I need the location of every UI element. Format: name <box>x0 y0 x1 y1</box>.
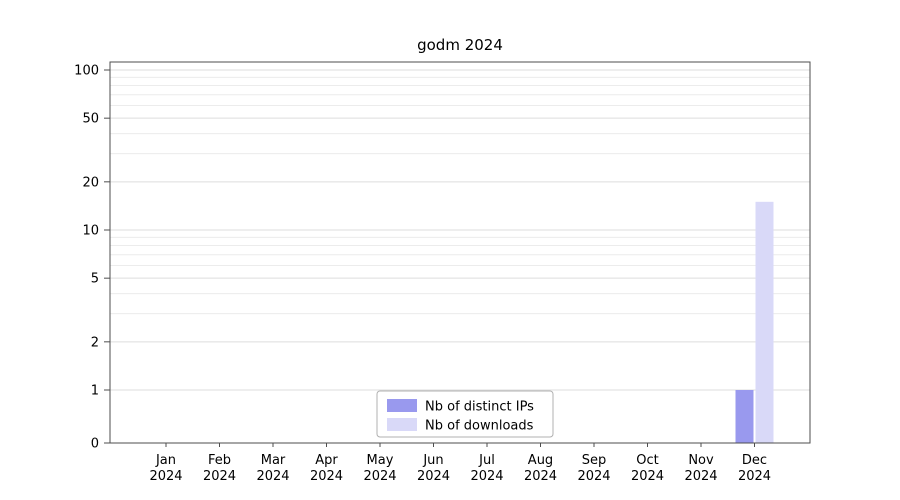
y-tick-label: 10 <box>82 224 99 239</box>
y-tick-label: 20 <box>82 175 99 190</box>
chart-title: godm 2024 <box>417 36 503 54</box>
x-tick-label-year: 2024 <box>256 469 289 484</box>
y-tick-label: 100 <box>74 64 99 79</box>
x-tick-label-month: Sep <box>582 453 607 468</box>
y-tick-label: 1 <box>91 384 99 399</box>
x-tick-label-year: 2024 <box>524 469 557 484</box>
x-tick-label-month: Jun <box>422 453 443 468</box>
x-tick-label-month: Jan <box>155 453 176 468</box>
x-tick-label-month: Oct <box>636 453 658 468</box>
x-tick-label-year: 2024 <box>577 469 610 484</box>
x-tick-label-month: Nov <box>688 453 714 468</box>
x-tick-label-year: 2024 <box>310 469 343 484</box>
bar-distinct-ips-dec <box>735 390 754 443</box>
y-tick-label: 50 <box>82 112 99 127</box>
x-tick-label-year: 2024 <box>149 469 182 484</box>
legend-swatch <box>387 399 417 412</box>
x-tick-label-year: 2024 <box>631 469 664 484</box>
x-tick-label-year: 2024 <box>363 469 396 484</box>
legend-swatch <box>387 418 417 431</box>
y-tick-label: 0 <box>91 437 99 452</box>
x-tick-label-month: May <box>367 453 394 468</box>
x-tick-label-year: 2024 <box>684 469 717 484</box>
x-tick-label-month: Apr <box>315 453 338 468</box>
x-tick-label-year: 2024 <box>417 469 450 484</box>
legend-label: Nb of downloads <box>425 419 534 434</box>
legend-label: Nb of distinct IPs <box>425 400 534 415</box>
x-tick-label-month: Dec <box>742 453 767 468</box>
y-tick-label: 5 <box>91 272 99 287</box>
x-tick-label-month: Mar <box>261 453 286 468</box>
x-tick-label-month: Aug <box>528 453 553 468</box>
bar-downloads-dec <box>755 201 774 443</box>
x-tick-label-year: 2024 <box>203 469 236 484</box>
x-tick-label-year: 2024 <box>738 469 771 484</box>
x-tick-label-year: 2024 <box>470 469 503 484</box>
y-tick-label: 2 <box>91 335 99 350</box>
x-tick-label-month: Jul <box>478 453 495 468</box>
x-tick-label-month: Feb <box>208 453 231 468</box>
legend-box <box>376 390 554 438</box>
plot-border <box>109 61 811 444</box>
